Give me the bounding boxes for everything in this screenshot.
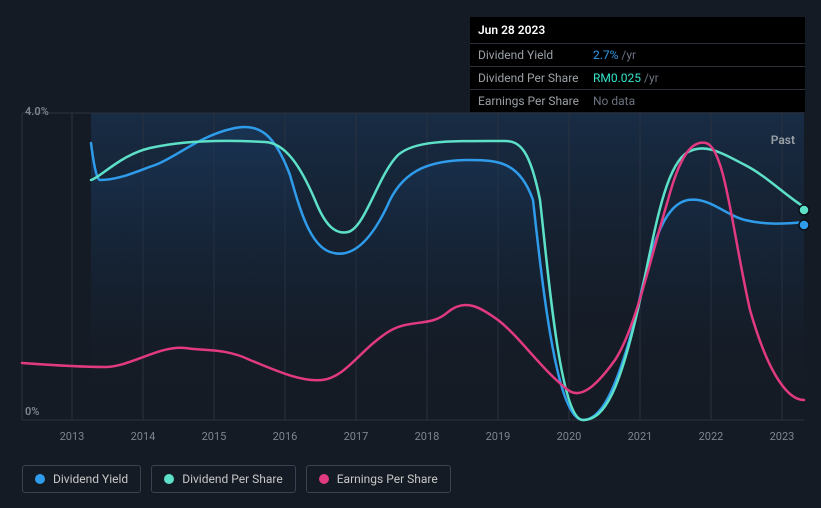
legend-item-earnings-per-share[interactable]: Earnings Per Share xyxy=(306,465,451,493)
chart-container: Jun 28 2023 Dividend Yield2.7% /yrDivide… xyxy=(0,0,821,508)
svg-text:2014: 2014 xyxy=(131,430,156,443)
svg-text:2021: 2021 xyxy=(628,430,653,443)
x-axis-labels: 2013 2014 2015 2016 2017 2018 2019 2020 2021 2022… xyxy=(60,430,795,443)
legend-label: Dividend Yield xyxy=(53,472,128,486)
svg-text:2016: 2016 xyxy=(273,430,298,443)
svg-text:2023: 2023 xyxy=(770,430,795,443)
legend-item-dividend-yield[interactable]: Dividend Yield xyxy=(22,465,141,493)
svg-text:2022: 2022 xyxy=(699,430,724,443)
svg-text:4.0%: 4.0% xyxy=(25,105,49,118)
y-axis-labels: 4.0% 0% xyxy=(25,105,49,418)
svg-text:2019: 2019 xyxy=(486,430,511,443)
svg-text:2013: 2013 xyxy=(60,430,85,443)
legend-swatch xyxy=(319,474,329,484)
svg-text:2017: 2017 xyxy=(344,430,369,443)
legend-item-dividend-per-share[interactable]: Dividend Per Share xyxy=(151,465,296,493)
past-label: Past xyxy=(771,133,795,147)
legend-swatch xyxy=(35,474,45,484)
svg-text:2015: 2015 xyxy=(202,430,227,443)
legend-swatch xyxy=(164,474,174,484)
line-chart[interactable]: 4.0%0% 201320142015201620172018201920202… xyxy=(0,0,821,450)
legend-label: Dividend Per Share xyxy=(182,472,283,486)
legend-label: Earnings Per Share xyxy=(337,472,438,486)
svg-text:2018: 2018 xyxy=(415,430,440,443)
svg-text:2020: 2020 xyxy=(557,430,582,443)
svg-text:0%: 0% xyxy=(25,405,39,418)
legend: Dividend Yield Dividend Per Share Earnin… xyxy=(22,465,451,493)
